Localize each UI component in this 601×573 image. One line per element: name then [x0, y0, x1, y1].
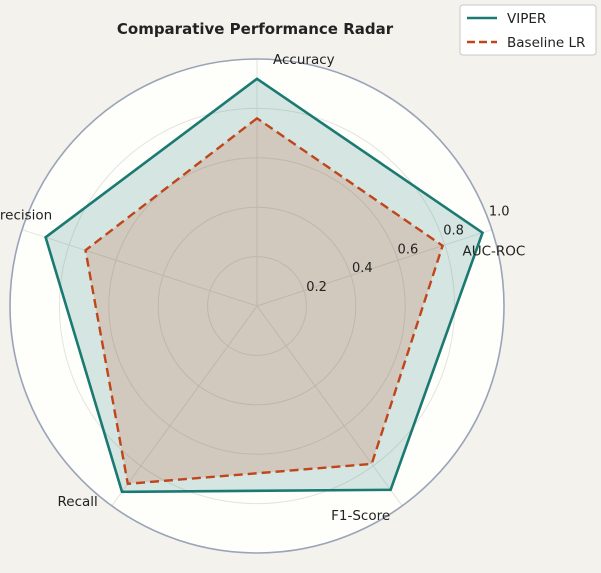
radial-tick-label: 1.0	[489, 205, 510, 220]
radar-series	[44, 77, 485, 494]
axis-label-auc-roc: AUC-ROC	[462, 244, 525, 260]
axis-label-accuracy: Accuracy	[273, 52, 335, 68]
series-viper	[44, 77, 485, 494]
grid-spoke	[256, 229, 493, 307]
axis-label-precision: Precision	[0, 208, 52, 224]
chart-title: Comparative Performance Radar	[117, 20, 394, 38]
plot-frame	[9, 58, 505, 554]
radial-tick-label: 0.4	[352, 261, 373, 276]
radial-tick-label: 0.6	[398, 242, 419, 257]
radar-labels: 0.2 0.4 0.6 0.8 1.0 Accuracy Precision Recall F1…	[0, 52, 525, 524]
legend-label-viper: VIPER	[507, 11, 546, 27]
legend: VIPER Baseline LR	[459, 4, 597, 56]
series-baseline-lr	[84, 116, 445, 486]
axis-label-f1-score: F1-Score	[331, 508, 390, 524]
legend-label-baseline: Baseline LR	[507, 35, 585, 51]
radial-tick-label: 0.2	[306, 280, 327, 295]
axis-label-recall: Recall	[58, 494, 98, 510]
grid-spoke	[256, 305, 403, 507]
radar-grid	[9, 58, 505, 554]
grid-spoke	[21, 229, 258, 307]
radial-tick-label: 0.8	[443, 223, 464, 238]
grid-spoke	[111, 305, 258, 507]
